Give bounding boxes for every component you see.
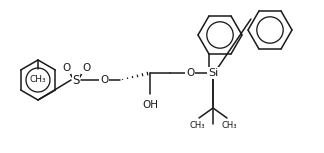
Text: CH₃: CH₃ [189, 121, 205, 130]
Text: S: S [72, 73, 80, 86]
Text: CH₃: CH₃ [30, 75, 46, 84]
Text: O: O [62, 63, 70, 73]
Text: CH₃: CH₃ [221, 121, 237, 130]
Text: O: O [186, 68, 194, 78]
Text: Si: Si [208, 68, 218, 78]
Text: OH: OH [142, 100, 158, 110]
Text: O: O [82, 63, 90, 73]
Text: O: O [100, 75, 108, 85]
